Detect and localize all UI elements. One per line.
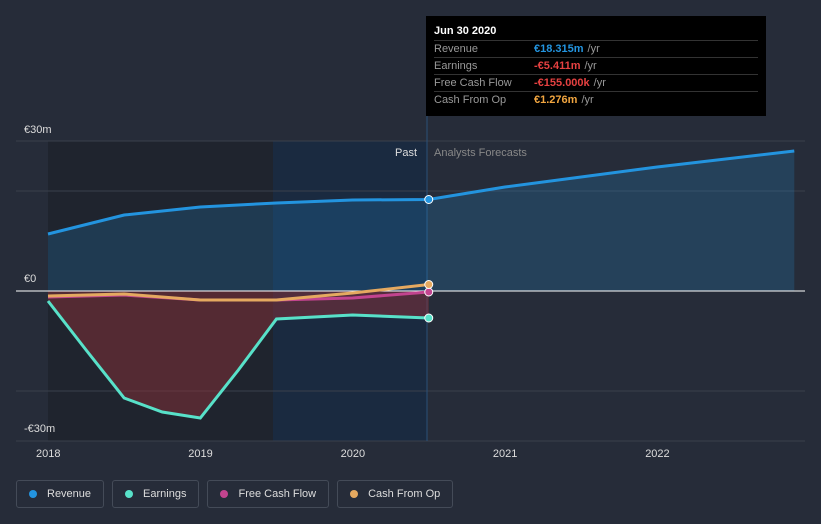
x-tick: 2020	[340, 448, 366, 460]
legend: Revenue Earnings Free Cash Flow Cash From O…	[16, 480, 454, 508]
earnings-area	[48, 291, 429, 418]
tooltip-unit: /yr	[584, 60, 597, 72]
y-tick: €30m	[24, 124, 52, 136]
legend-dot-icon	[29, 490, 37, 498]
legend-item-revenue[interactable]: Revenue	[16, 480, 105, 508]
tooltip-value: -€5.411m	[534, 60, 581, 72]
tooltip-unit: /yr	[581, 94, 594, 106]
tooltip-unit: /yr	[593, 77, 606, 89]
tooltip-unit: /yr	[587, 43, 600, 55]
legend-label: Cash From Op	[368, 488, 441, 500]
free-cash-flow-point	[424, 287, 434, 297]
tooltip: Jun 30 2020 Revenue €18.315m/yr Earnings -€…	[426, 16, 766, 116]
tooltip-row: Revenue €18.315m/yr	[434, 40, 758, 57]
x-tick: 2021	[492, 448, 518, 460]
y-tick: €0	[24, 273, 37, 285]
legend-label: Earnings	[143, 488, 187, 500]
cash-from-op-point	[424, 280, 434, 289]
tooltip-row: Free Cash Flow -€155.000k/yr	[434, 74, 758, 91]
tooltip-value: €1.276m	[534, 94, 578, 106]
legend-item-cash-from-op[interactable]: Cash From Op	[337, 480, 454, 508]
tooltip-label: Free Cash Flow	[434, 77, 512, 89]
earnings-point	[424, 313, 434, 323]
legend-dot-icon	[125, 490, 134, 498]
tooltip-value: -€155.000k	[534, 77, 590, 89]
tooltip-row: Cash From Op €1.276m/yr	[434, 91, 758, 108]
chart	[16, 116, 805, 442]
x-tick: 2019	[188, 448, 213, 460]
past-label: Past	[395, 147, 418, 159]
x-tick: 2018	[36, 448, 61, 460]
tooltip-label: Earnings	[434, 60, 478, 72]
earnings-line	[46, 300, 429, 420]
cash-from-op-line	[47, 283, 429, 302]
legend-item-earnings[interactable]: Earnings	[112, 480, 200, 508]
legend-dot-icon	[220, 490, 229, 498]
legend-dot-icon	[350, 490, 359, 498]
tooltip-label: Cash From Op	[434, 94, 507, 106]
legend-label: Revenue	[47, 488, 92, 500]
y-tick: -€30m	[24, 423, 56, 435]
x-tick: 2022	[645, 448, 670, 460]
revenue-area	[48, 151, 795, 291]
tooltip-row: Earnings -€5.411m/yr	[434, 57, 758, 74]
legend-label: Free Cash Flow	[238, 488, 317, 500]
tooltip-value: €18.315m	[534, 43, 584, 55]
revenue-point	[424, 195, 434, 204]
tooltip-date: Jun 30 2020	[434, 25, 497, 37]
forecast-label: Analysts Forecasts	[434, 147, 527, 159]
revenue-line	[47, 149, 795, 236]
legend-item-free-cash-flow[interactable]: Free Cash Flow	[207, 480, 330, 508]
tooltip-label: Revenue	[434, 43, 479, 55]
